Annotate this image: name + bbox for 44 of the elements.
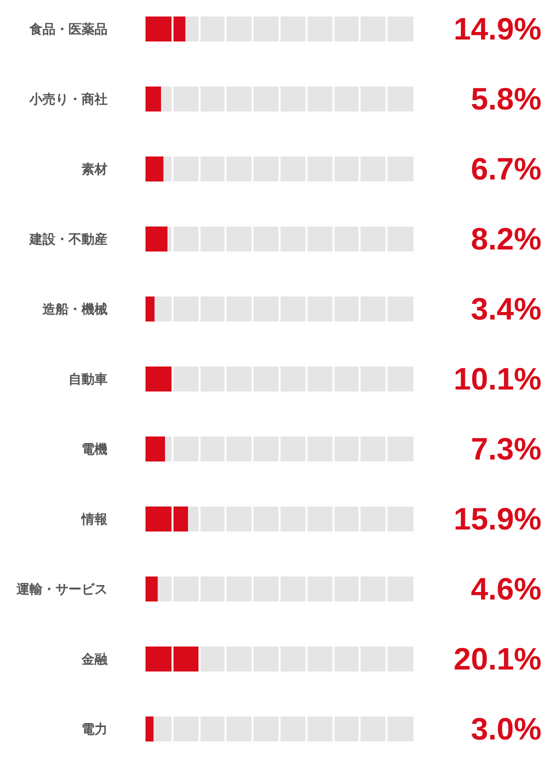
y-tick-label: 自動車 xyxy=(68,372,108,386)
data-label: 15.9% xyxy=(454,502,542,536)
data-label: 3.4% xyxy=(470,292,542,326)
bar xyxy=(146,436,166,462)
bar xyxy=(167,226,414,252)
bar xyxy=(161,86,414,112)
bar xyxy=(165,436,414,462)
y-tick-label: 電機 xyxy=(82,442,108,456)
y-tick-label: 素材 xyxy=(82,162,108,176)
y-tick-label: 情報 xyxy=(80,512,108,526)
data-label: 7.3% xyxy=(470,432,542,466)
bar xyxy=(172,366,414,392)
bar xyxy=(146,86,162,112)
data-label: 10.1% xyxy=(454,362,542,396)
y-tick-label: 電力 xyxy=(82,722,108,736)
y-tick-label: 小売り・商社 xyxy=(28,92,108,106)
data-label: 14.9% xyxy=(454,12,542,46)
y-tick-label: 金融 xyxy=(80,652,108,666)
bar xyxy=(188,506,414,532)
bar xyxy=(146,296,155,322)
data-label: 3.0% xyxy=(470,712,542,746)
bar xyxy=(146,16,186,42)
y-tick-label: 食品・医薬品 xyxy=(28,22,108,36)
bar xyxy=(146,576,158,602)
bar xyxy=(154,296,414,322)
bar xyxy=(146,226,168,252)
bar xyxy=(146,156,164,182)
bar xyxy=(146,366,173,392)
bar xyxy=(154,716,414,742)
data-label: 6.7% xyxy=(470,152,542,186)
data-label: 20.1% xyxy=(454,642,542,676)
y-tick-label: 建設・不動産 xyxy=(28,232,108,246)
bar xyxy=(185,16,414,42)
bar xyxy=(158,576,414,602)
bar xyxy=(146,716,154,742)
bar xyxy=(146,506,188,532)
bar xyxy=(163,156,414,182)
data-label: 4.6% xyxy=(470,572,542,606)
y-tick-label: 運輸・サービス xyxy=(16,582,108,596)
data-label: 5.8% xyxy=(470,82,542,116)
data-label: 8.2% xyxy=(470,222,542,256)
bar xyxy=(146,646,200,672)
bar xyxy=(199,646,414,672)
y-tick-label: 造船・機械 xyxy=(42,302,108,316)
